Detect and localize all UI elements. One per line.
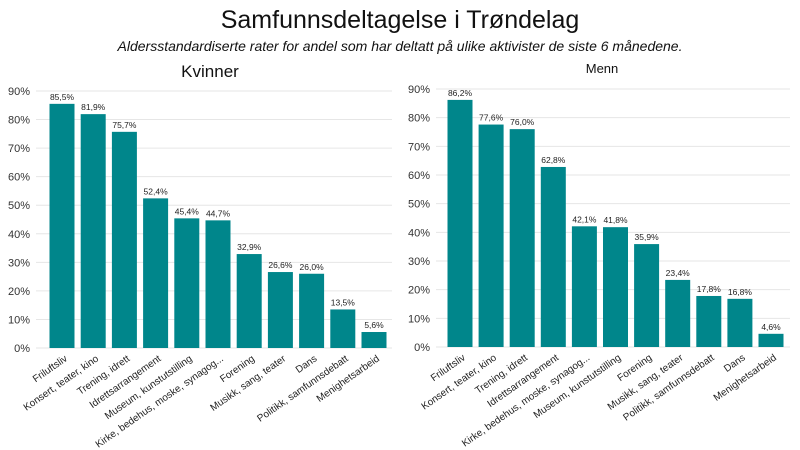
menn-data-label: 23,4% — [666, 268, 691, 278]
menn-bar — [696, 295, 722, 347]
kvinner-bar — [49, 103, 75, 348]
menn-bar — [758, 333, 784, 347]
kvinner-bar — [143, 198, 169, 348]
kvinner-y-tick-label: 40% — [8, 229, 30, 241]
page-title: Samfunnsdeltagelse i Trøndelag — [220, 6, 580, 34]
kvinner-data-label: 44,7% — [206, 208, 231, 218]
kvinner-data-label: 75,7% — [112, 120, 137, 130]
kvinner-y-tick-label: 0% — [14, 343, 30, 355]
kvinner-bar — [205, 220, 231, 348]
kvinner-y-tick-label: 30% — [8, 257, 30, 269]
menn-data-label: 16,8% — [728, 287, 753, 297]
kvinner-y-tick-label: 60% — [8, 172, 30, 184]
kvinner-bar — [236, 254, 262, 348]
menn-chart-title: Menn — [586, 61, 619, 76]
menn-bar — [540, 166, 566, 347]
kvinner-y-tick-label: 90% — [8, 86, 30, 98]
kvinner-y-tick-label: 50% — [8, 200, 30, 212]
menn-data-label: 42,1% — [572, 214, 597, 224]
menn-y-tick-label: 50% — [408, 199, 430, 211]
menn-bar — [727, 298, 753, 347]
menn-y-tick-label: 40% — [408, 227, 430, 239]
menn-bar — [571, 226, 597, 347]
menn-y-tick-label: 30% — [408, 256, 430, 268]
kvinner-bar — [330, 309, 356, 348]
kvinner-y-tick-label: 80% — [8, 115, 30, 127]
kvinner-bar — [174, 218, 200, 348]
menn-data-label: 41,8% — [603, 215, 628, 225]
menn-y-tick-label: 0% — [414, 342, 430, 354]
kvinner-data-label: 26,0% — [300, 262, 325, 272]
menn-data-label: 76,0% — [510, 117, 535, 127]
menn-data-label: 86,2% — [448, 88, 473, 98]
menn-data-label: 35,9% — [635, 232, 660, 242]
menn-bar — [603, 227, 628, 347]
menn-bar — [634, 244, 660, 347]
kvinner-data-label: 13,5% — [331, 297, 356, 307]
kvinner-data-label: 85,5% — [50, 92, 75, 102]
menn-y-tick-label: 70% — [408, 141, 430, 153]
menn-y-tick-label: 60% — [408, 170, 430, 182]
menn-bar — [447, 99, 473, 347]
kvinner-data-label: 81,9% — [81, 102, 106, 112]
menn-bar — [665, 279, 691, 347]
menn-y-tick-label: 80% — [408, 113, 430, 125]
page-subtitle: Aldersstandardiserte rater for andel som… — [117, 38, 683, 54]
kvinner-data-label: 26,6% — [268, 260, 293, 270]
kvinner-y-tick-label: 10% — [8, 314, 30, 326]
kvinner-bar — [267, 272, 293, 348]
menn-bar — [478, 124, 504, 348]
kvinner-data-label: 52,4% — [144, 186, 169, 196]
kvinner-y-tick-label: 20% — [8, 286, 30, 298]
kvinner-bar — [111, 131, 137, 348]
menn-y-tick-label: 90% — [408, 84, 430, 96]
menn-data-label: 62,8% — [541, 155, 566, 165]
menn-data-label: 17,8% — [697, 284, 722, 294]
kvinner-data-label: 5,6% — [364, 320, 384, 330]
menn-data-label: 77,6% — [479, 113, 504, 123]
kvinner-bar — [80, 114, 106, 348]
kvinner-bar — [361, 332, 387, 348]
kvinner-data-label: 32,9% — [237, 242, 262, 252]
menn-data-label: 4,6% — [761, 322, 781, 332]
kvinner-y-tick-label: 70% — [8, 143, 30, 155]
menn-bar — [509, 129, 535, 347]
kvinner-chart-title: Kvinner — [181, 62, 239, 81]
menn-y-tick-label: 20% — [408, 285, 430, 297]
menn-y-tick-label: 10% — [408, 313, 430, 325]
kvinner-bar — [299, 273, 325, 348]
kvinner-data-label: 45,4% — [175, 206, 200, 216]
